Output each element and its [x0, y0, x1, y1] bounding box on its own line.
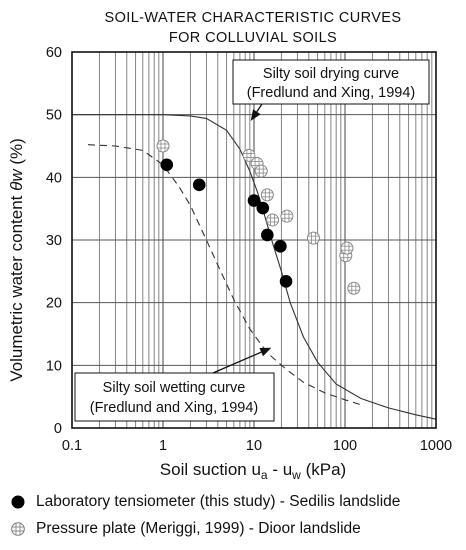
tensiometer-point — [160, 158, 174, 172]
y-tick-label: 60 — [46, 45, 62, 61]
tensiometer-point — [256, 201, 270, 215]
marker-ring — [266, 213, 280, 227]
wetting-annotation-line2: (Fredlund and Xing, 1994) — [90, 400, 258, 416]
marker-ring — [254, 164, 268, 178]
chart-subtitle: FOR COLLUVIAL SOILS — [169, 30, 337, 46]
crossed-circle-icon — [11, 522, 25, 536]
drying-annotation-arrow — [256, 103, 263, 113]
marker-ring — [280, 209, 294, 223]
marker-ring — [156, 139, 170, 153]
y-tick-label: 40 — [46, 170, 62, 186]
pressure-plate-point — [340, 241, 354, 255]
x-axis-label: Soil suction ua - uw (kPa) — [160, 460, 346, 482]
pressure-plate-point — [280, 209, 294, 223]
tick-labels: 0.1 1 10 100 1000 0 10 20 30 40 50 60 — [46, 45, 452, 454]
legend-item-pressure-plate: Pressure plate (Meriggi, 1999) - Dioor l… — [10, 520, 361, 538]
pressure-plate-point — [254, 164, 268, 178]
drying-annotation-arrowhead — [250, 109, 261, 121]
wetting-annotation-line1: Silty soil wetting curve — [103, 380, 246, 396]
y-tick-label: 30 — [46, 233, 62, 249]
x-tick-label: 100 — [333, 438, 357, 454]
x-tick-label: 1 — [159, 438, 167, 454]
plot-frame — [71, 51, 437, 429]
pressure-plate-point — [156, 139, 170, 153]
x-tick-label: 0.1 — [62, 438, 82, 454]
wetting-annotation-arrow — [212, 351, 262, 374]
tensiometer-point — [247, 194, 261, 207]
marker-ring — [340, 241, 354, 255]
x-tick-label: 10 — [246, 438, 262, 454]
wetting-annotation-arrowhead — [259, 347, 272, 357]
drying-annotation-box — [232, 59, 430, 105]
filled-circle-icon — [11, 495, 25, 509]
pressure-plate-point — [306, 231, 320, 245]
chart-title: SOIL-WATER CHARACTERISTIC CURVES — [105, 10, 402, 26]
marker-ring — [242, 148, 256, 162]
legend-item-tensiometer: Laboratory tensiometer (this study) - Se… — [10, 493, 400, 511]
plot-border — [71, 51, 437, 429]
wetting-annotation-box — [74, 372, 275, 422]
drying-curve-line — [72, 114, 437, 420]
curves — [72, 114, 437, 420]
drying-annotation: Silty soil drying curve (Fredlund and Xi… — [232, 59, 430, 121]
pressure-plate-point — [260, 188, 274, 202]
tensiometer-point — [274, 239, 287, 253]
data-points — [156, 139, 361, 295]
wetting-annotation: Silty soil wetting curve (Fredlund and X… — [74, 347, 275, 422]
marker-ring — [306, 231, 320, 245]
legend-label-pressure-plate: Pressure plate (Meriggi, 1999) - Dioor l… — [36, 520, 361, 537]
y-axis-label: Volumetric water content θw (%) — [7, 138, 26, 382]
marker-ring — [260, 188, 274, 202]
tensiometer-point — [260, 228, 274, 242]
soil-water-chart: SOIL-WATER CHARACTERISTIC CURVES FOR COL… — [7, 10, 452, 482]
drying-annotation-line1: Silty soil drying curve — [263, 66, 399, 82]
y-tick-label: 0 — [54, 421, 62, 437]
wetting-curve-line — [87, 144, 362, 406]
marker-ring — [347, 281, 361, 295]
drying-annotation-line2: (Fredlund and Xing, 1994) — [247, 85, 415, 101]
y-tick-label: 10 — [46, 358, 62, 374]
x-tick-label: 1000 — [420, 438, 452, 454]
tensiometer-point — [279, 275, 293, 288]
pressure-plate-point — [347, 281, 361, 295]
pressure-plate-point — [242, 148, 256, 162]
legend-label-tensiometer: Laboratory tensiometer (this study) - Se… — [36, 493, 401, 510]
tensiometer-point — [192, 178, 206, 192]
grid — [71, 52, 436, 428]
y-tick-label: 20 — [46, 296, 62, 312]
y-tick-label: 50 — [46, 108, 62, 124]
pressure-plate-point — [266, 213, 280, 227]
